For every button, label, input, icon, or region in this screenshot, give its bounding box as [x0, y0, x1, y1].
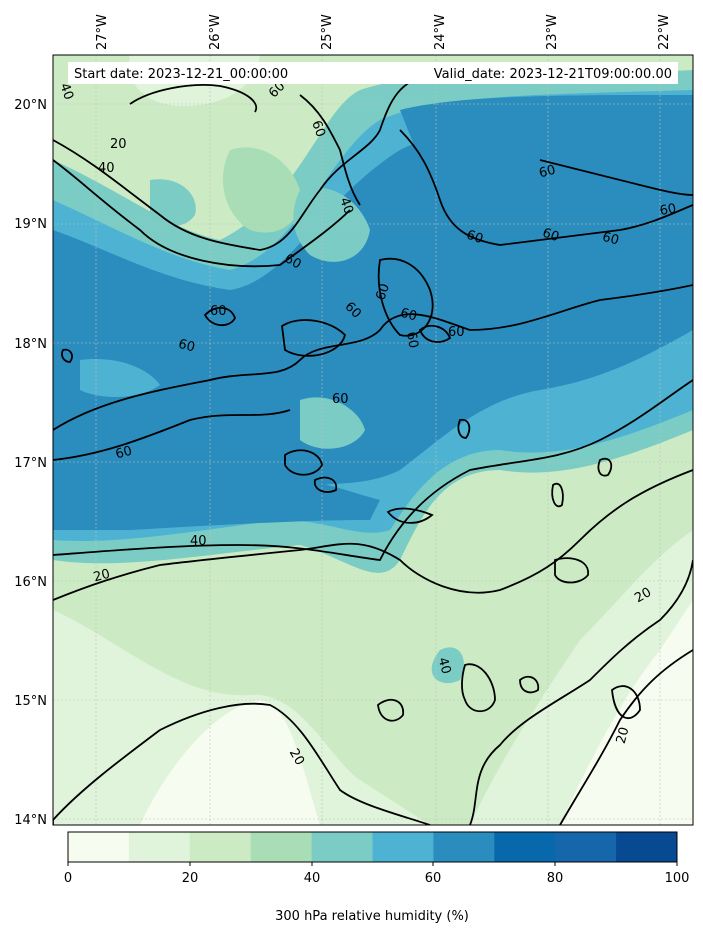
contour-label: 40	[435, 656, 454, 676]
contour-label: 40	[336, 196, 356, 217]
colorbar-tick-label: 20	[182, 871, 199, 886]
contour-label: 60	[464, 227, 485, 247]
contour-label: 60	[332, 392, 349, 407]
contour-label: 60	[403, 331, 421, 350]
contour-label: 20	[632, 585, 654, 606]
date-banner	[68, 62, 678, 84]
colorbar: 0 20 40 60 80 100 300 hPa relative humid…	[64, 831, 690, 924]
contour-label: 60	[659, 201, 678, 219]
colorbar-title: 300 hPa relative humidity (%)	[275, 909, 469, 924]
colorbar-cell	[189, 832, 252, 862]
lat-label: 19°N	[14, 217, 47, 232]
colorbar-ticks: 0 20 40 60 80 100	[64, 862, 690, 886]
contour-label: 40	[190, 534, 207, 549]
lat-label: 20°N	[14, 98, 47, 113]
contour-label: 60	[537, 163, 557, 182]
lon-label: 24°W	[433, 14, 448, 50]
lon-label: 26°W	[208, 14, 223, 50]
colorbar-cell	[250, 832, 313, 862]
contour-label: 20	[614, 725, 633, 745]
lon-label: 25°W	[320, 14, 335, 50]
contour-label: 60	[177, 337, 197, 356]
lat-label: 16°N	[14, 575, 47, 590]
colorbar-tick-label: 80	[547, 871, 564, 886]
map-frame	[52, 54, 694, 826]
colorbar-cell	[372, 832, 434, 862]
contour-label: 60	[282, 251, 304, 272]
contour-label: 60	[448, 325, 465, 340]
colorbar-cell	[68, 832, 130, 862]
lat-label: 14°N	[14, 813, 47, 828]
colorbar-tick-label: 40	[304, 871, 321, 886]
colorbar-tick-label: 0	[64, 871, 72, 886]
contour-label: 60	[210, 304, 227, 319]
colorbar-cells	[68, 832, 678, 862]
lon-label: 23°W	[545, 14, 560, 50]
contour-label: 60	[114, 444, 134, 463]
contour-label: 20	[110, 137, 127, 152]
contour-label: 40	[98, 161, 115, 176]
lat-label: 18°N	[14, 337, 47, 352]
lon-label: 22°W	[657, 14, 672, 50]
colorbar-tick-label: 60	[425, 871, 442, 886]
lon-label: 27°W	[95, 14, 110, 50]
colorbar-frame	[67, 831, 678, 863]
contour-label: 20	[286, 746, 307, 768]
longitude-labels: 27°W 26°W 25°W 24°W 23°W 22°W	[95, 14, 672, 50]
contour-labels: 40 60 60 20 40 40 60 60 60 60 60 60 60 6…	[56, 79, 677, 768]
contour-label: 40	[56, 81, 76, 102]
latitude-labels: 20°N 19°N 18°N 17°N 16°N 15°N 14°N	[14, 98, 47, 828]
start-date-label: Start date: 2023-12-21_00:00:00	[74, 67, 288, 82]
colorbar-tick-label: 100	[665, 871, 690, 886]
colorbar-cell	[128, 832, 191, 862]
contour-label: 20	[92, 567, 112, 586]
contour-label: 60	[373, 282, 393, 303]
valid-date-label: Valid_date: 2023-12-21T09:00:00.00	[434, 67, 672, 82]
colorbar-cell	[494, 832, 556, 862]
contour-label: 60	[399, 306, 419, 325]
lat-label: 17°N	[14, 456, 47, 471]
colorbar-cell	[616, 832, 678, 862]
colorbar-cell	[311, 832, 373, 862]
graticule	[53, 55, 693, 825]
humidity-field	[53, 55, 693, 825]
colorbar-cell	[555, 832, 617, 862]
lat-label: 15°N	[14, 694, 47, 709]
colorbar-cell	[433, 832, 495, 862]
humidity-contours	[53, 74, 693, 825]
contour-label: 60	[601, 230, 621, 249]
contour-label: 60	[540, 225, 561, 245]
contour-label: 60	[308, 119, 328, 140]
